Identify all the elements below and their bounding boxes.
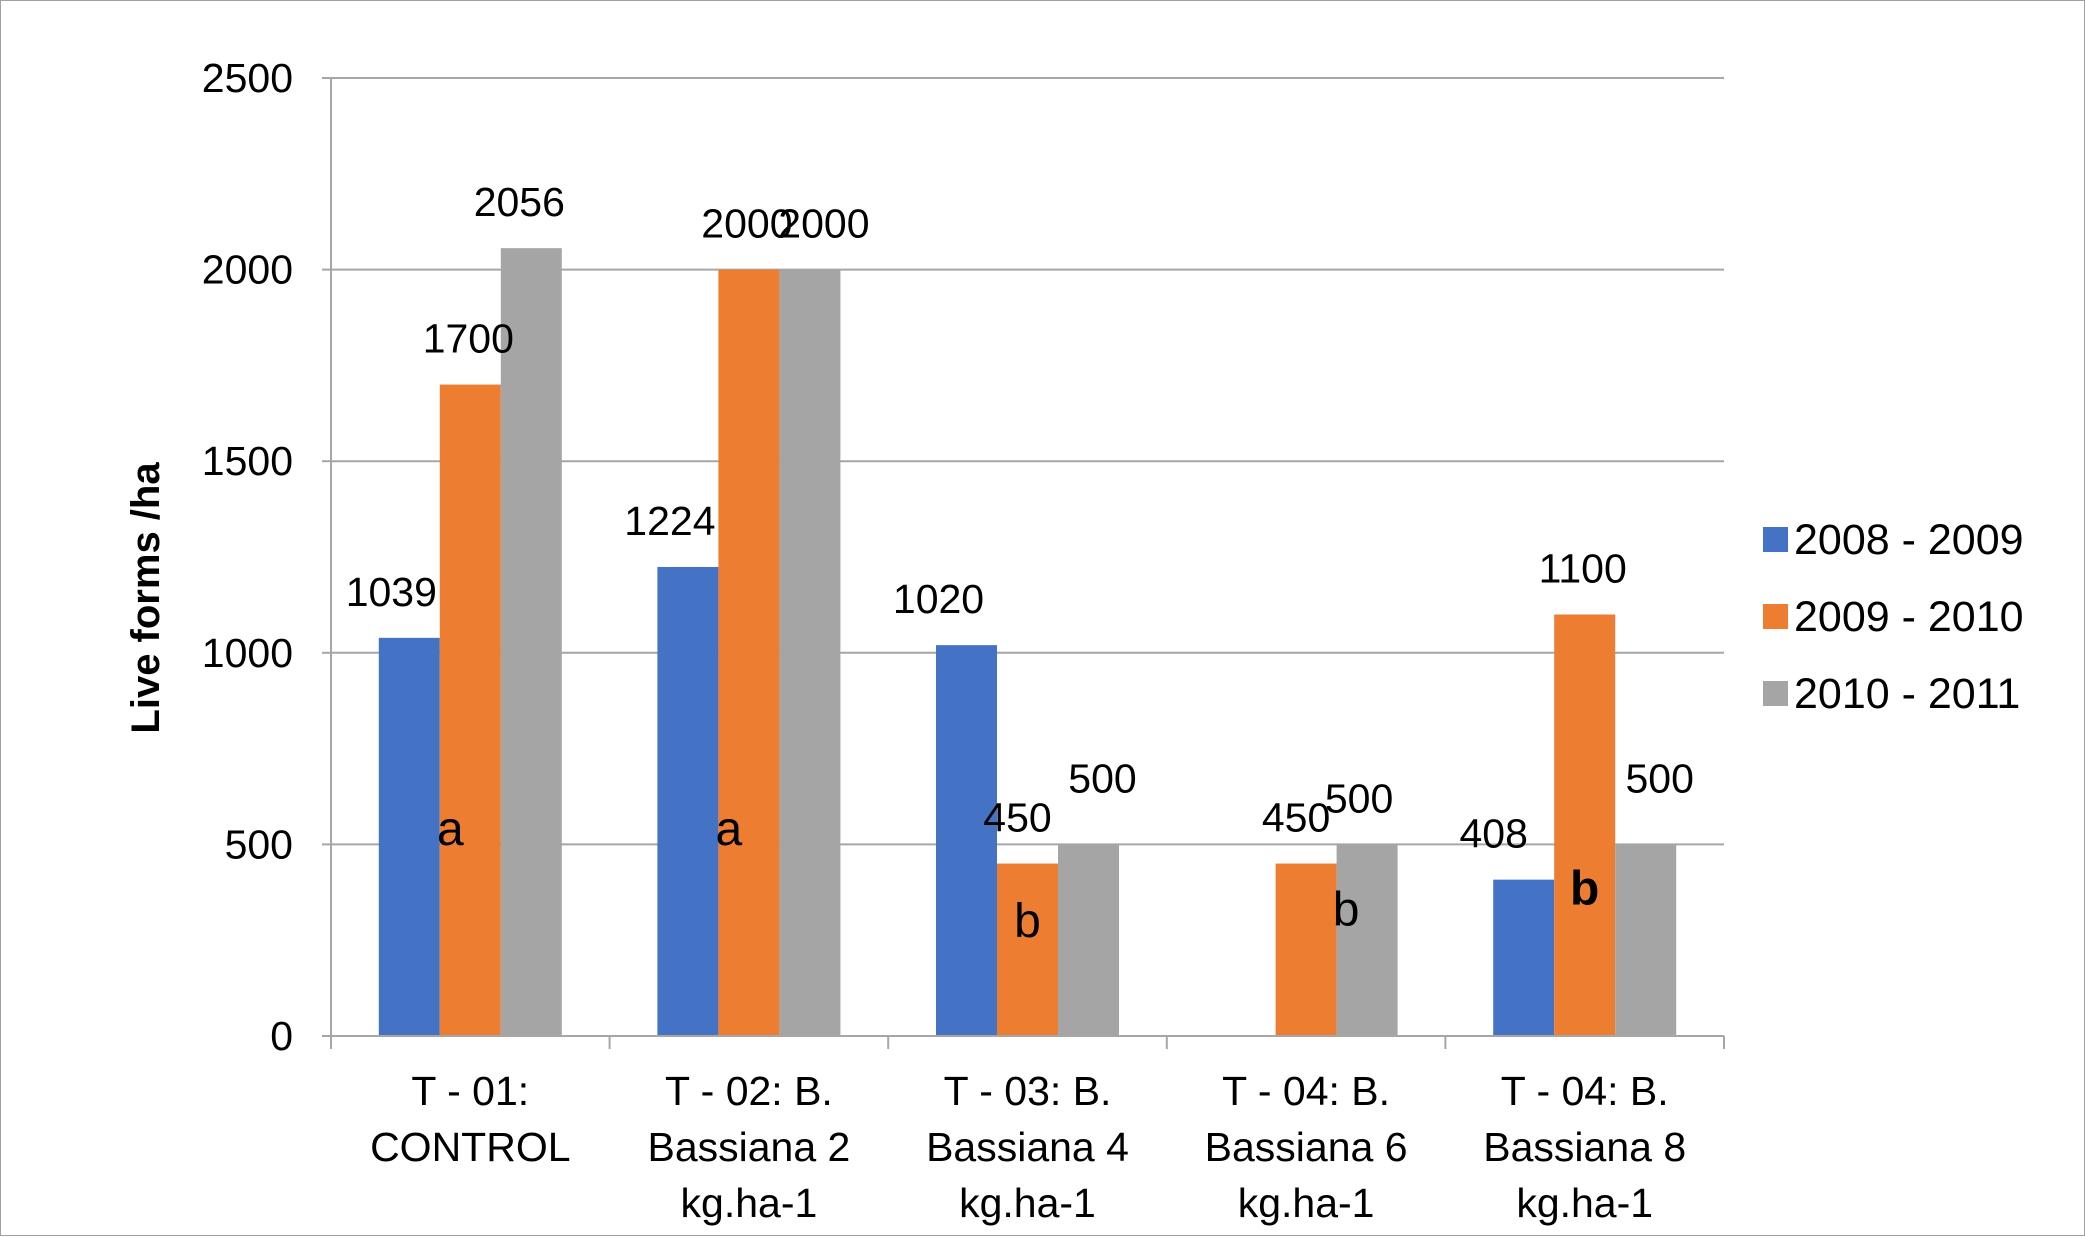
significance-letter: a <box>437 803 464 856</box>
x-category-label: Bassiana 6 <box>1205 1124 1408 1170</box>
bar <box>439 384 501 1036</box>
bars <box>378 248 1677 1037</box>
bar <box>500 248 562 1036</box>
y-tick-label: 2500 <box>202 55 293 101</box>
data-label: 1100 <box>1539 545 1627 591</box>
data-label: 500 <box>1068 755 1136 801</box>
bar <box>1275 863 1337 1036</box>
y-tick-label: 0 <box>270 1013 293 1059</box>
gridlines <box>331 77 1724 846</box>
x-category-label: Bassiana 8 <box>1483 1124 1686 1170</box>
significance-letter: b <box>1333 884 1360 937</box>
bar <box>657 566 719 1036</box>
legend-swatch <box>1763 681 1788 706</box>
x-category-label: kg.ha-1 <box>1516 1180 1653 1226</box>
x-category-label: CONTROL <box>370 1124 570 1170</box>
data-labels: 1039 1224 1020 408 1700 2000 450 450 1100 2056 200… <box>346 179 1694 857</box>
x-category-label: kg.ha-1 <box>959 1180 1096 1226</box>
bar <box>378 637 440 1036</box>
legend-swatch <box>1763 527 1788 552</box>
y-tick-label: 2000 <box>202 247 293 293</box>
bar <box>1554 614 1616 1036</box>
significance-letter: a <box>716 803 743 856</box>
legend-label: 2009 - 2010 <box>1794 593 2024 641</box>
x-category-label: T - 02: B. <box>665 1068 833 1114</box>
y-tick-label: 500 <box>225 821 293 867</box>
y-tick-label: 1000 <box>202 630 293 676</box>
data-label: 1224 <box>624 498 715 544</box>
data-label: 2000 <box>701 201 792 247</box>
x-category-label: T - 04: B. <box>1501 1068 1669 1114</box>
bar <box>1336 844 1398 1036</box>
y-axis-title: Live forms /ha <box>124 462 168 734</box>
x-category-label: Bassiana 2 <box>647 1124 850 1170</box>
data-label: 2000 <box>778 201 869 247</box>
bar <box>1615 844 1677 1036</box>
bar <box>1493 879 1555 1036</box>
x-category-label: T - 04: B. <box>1222 1068 1390 1114</box>
bar <box>997 863 1058 1036</box>
bar <box>936 645 997 1036</box>
y-tick-labels: 0 500 1000 1500 2000 2500 <box>202 55 293 1059</box>
data-label: 2056 <box>474 179 565 225</box>
data-label: 500 <box>1625 755 1693 801</box>
significance-letters: a a b b b <box>437 803 1599 948</box>
y-tick-label: 1500 <box>202 438 293 484</box>
x-category-label: T - 01: <box>411 1068 529 1114</box>
bar <box>1058 844 1119 1036</box>
x-category-labels: T - 01: CONTROL T - 02: B. Bassiana 2 kg.ha-… <box>370 1068 1686 1226</box>
x-category-label: kg.ha-1 <box>1238 1180 1375 1226</box>
x-category-label: kg.ha-1 <box>681 1180 818 1226</box>
data-label: 450 <box>983 795 1051 841</box>
x-category-label: Bassiana 4 <box>926 1124 1129 1170</box>
x-category-label: T - 03: B. <box>944 1068 1112 1114</box>
significance-letter: b <box>1014 895 1041 948</box>
bar <box>779 269 841 1037</box>
bar <box>718 269 780 1037</box>
significance-letter: b <box>1570 862 1599 915</box>
data-label: 1700 <box>423 316 514 362</box>
legend-swatch <box>1763 604 1788 629</box>
legend-label: 2010 - 2011 <box>1794 670 2020 718</box>
data-label: 500 <box>1325 775 1393 821</box>
data-label: 1020 <box>893 576 984 622</box>
legend: 2008 - 2009 2009 - 2010 2010 - 2011 <box>1763 516 2024 718</box>
data-label: 408 <box>1459 811 1527 857</box>
data-label: 1039 <box>346 569 437 615</box>
data-label: 450 <box>1262 795 1330 841</box>
legend-label: 2008 - 2009 <box>1794 516 2024 564</box>
axes <box>322 77 1725 1049</box>
